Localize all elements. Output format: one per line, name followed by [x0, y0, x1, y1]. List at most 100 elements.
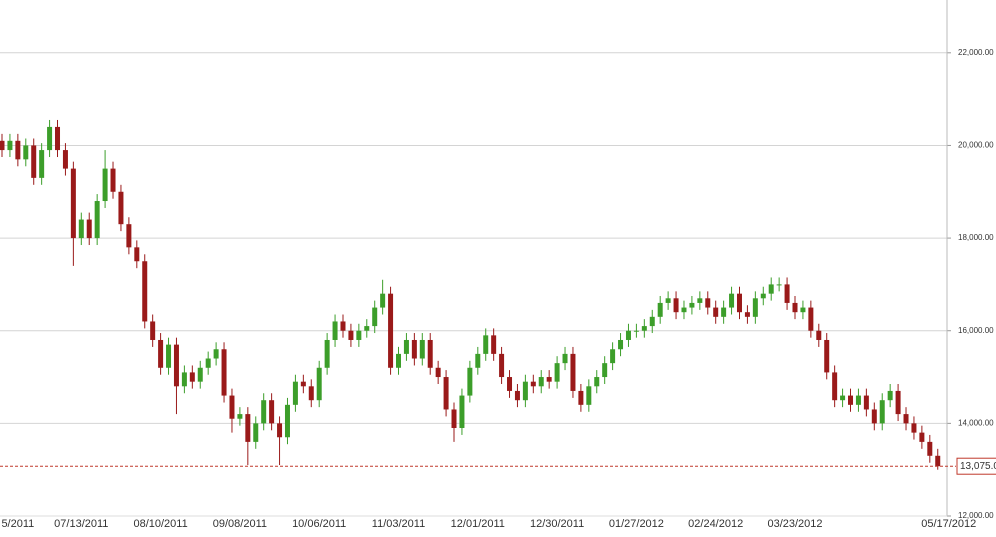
candle-body	[0, 140, 5, 151]
candle-body	[681, 307, 687, 313]
candle-body	[800, 307, 806, 313]
candle-body	[903, 414, 909, 424]
candle-body	[721, 307, 727, 317]
candle-body	[578, 390, 584, 405]
candle-body	[697, 298, 703, 303]
candle-body	[776, 284, 782, 286]
candle-body	[332, 321, 338, 340]
candle-body	[705, 298, 711, 308]
candle-body	[245, 414, 251, 442]
candle-body	[649, 316, 655, 327]
candle-body	[808, 307, 814, 331]
candle-body	[86, 219, 92, 239]
candle-body	[887, 390, 893, 401]
candle-body	[507, 377, 513, 391]
candle-body	[586, 386, 592, 405]
candle-body	[538, 377, 544, 387]
candle-body	[871, 409, 877, 424]
candle-body	[411, 339, 417, 359]
candle-body	[840, 395, 846, 401]
candle-body	[562, 353, 568, 364]
last-price-box	[956, 457, 996, 475]
candle-body	[23, 145, 29, 160]
candle-body	[483, 335, 489, 354]
candle-body	[546, 377, 552, 382]
x-tick-label: 02/24/2012	[688, 518, 743, 530]
candle-body	[356, 330, 362, 340]
candle-body	[292, 381, 298, 405]
candle-body	[816, 330, 822, 340]
candle-body	[522, 381, 528, 401]
candle-body	[142, 261, 148, 322]
candle-body	[324, 339, 330, 368]
candle-body	[388, 293, 394, 368]
candle-body	[118, 191, 124, 225]
y-tick-label: 20,000.00	[958, 141, 994, 150]
candle-body	[625, 330, 631, 340]
candle-body	[451, 409, 457, 428]
candle-body	[633, 330, 639, 332]
x-tick-label: 12/30/2011	[530, 518, 584, 530]
candle-body	[205, 358, 211, 368]
y-tick-label: 18,000.00	[958, 233, 994, 242]
candle-body	[126, 224, 132, 248]
candle-body	[197, 367, 203, 382]
candle-body	[316, 367, 322, 401]
candle-body	[855, 395, 861, 405]
candle-body	[189, 372, 195, 382]
candle-body	[181, 372, 187, 387]
candle-body	[618, 339, 624, 350]
candle-body	[55, 126, 61, 151]
x-tick-label: 07/13/2011	[54, 518, 108, 530]
x-tick-label: 10/06/2011	[292, 518, 346, 530]
candle-body	[673, 298, 679, 313]
candle-body	[70, 168, 76, 239]
candle-body	[277, 423, 283, 438]
candle-body	[419, 339, 425, 359]
candle-body	[435, 367, 441, 378]
candle-body	[47, 126, 53, 151]
x-tick-label: 05/17/2012	[921, 518, 976, 530]
candle-body	[284, 404, 290, 438]
candle-body	[253, 423, 259, 442]
candle-body	[895, 390, 901, 415]
candle-body	[499, 353, 505, 378]
x-tick-label: 12/01/2011	[451, 518, 505, 530]
candle-body	[94, 201, 100, 239]
candle-body	[261, 400, 267, 424]
candle-body	[213, 349, 219, 359]
candle-body	[62, 150, 68, 169]
candle-body	[602, 363, 608, 378]
candle-body	[594, 377, 600, 387]
candle-body	[729, 293, 735, 308]
candle-body	[173, 344, 179, 387]
candle-body	[919, 432, 925, 442]
candle-body	[744, 312, 750, 317]
candle-body	[459, 395, 465, 428]
candle-body	[221, 349, 227, 396]
candle-body	[467, 367, 473, 396]
candle-body	[760, 293, 766, 299]
candle-body	[237, 414, 243, 419]
candle-body	[641, 326, 647, 331]
candle-body	[78, 219, 84, 239]
candle-body	[911, 423, 917, 433]
x-tick-label: 09/08/2011	[213, 518, 267, 530]
candle-body	[514, 390, 520, 401]
candle-body	[879, 400, 885, 424]
candle-body	[927, 441, 933, 456]
candle-body	[657, 302, 663, 317]
x-tick-label: 5/2011	[1, 518, 34, 530]
candle-body	[752, 298, 758, 317]
candle-body	[110, 168, 116, 192]
candle-body	[150, 321, 156, 340]
candle-body	[848, 395, 854, 405]
candle-body	[824, 339, 830, 373]
candle-body	[863, 395, 869, 410]
candle-body	[689, 302, 695, 308]
candle-body	[713, 307, 719, 317]
candle-body	[372, 307, 378, 327]
candle-body	[832, 372, 838, 401]
